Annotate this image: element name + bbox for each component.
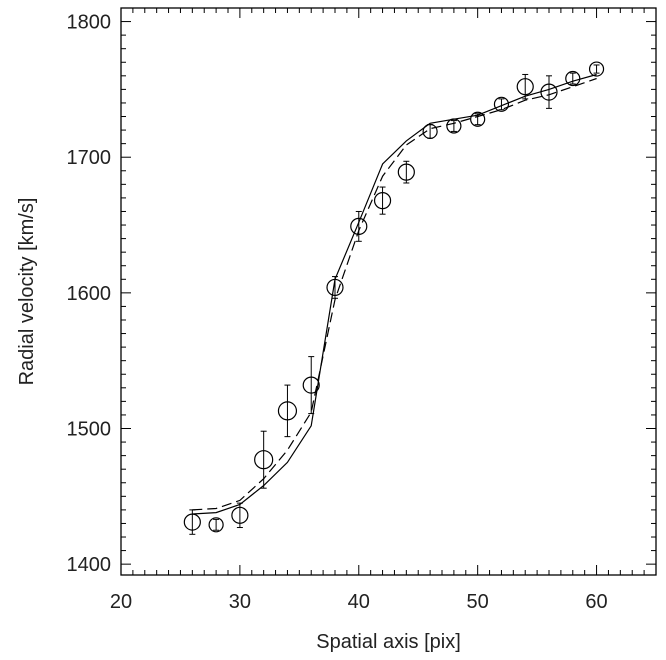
data-point	[397, 160, 415, 184]
data-point	[470, 111, 486, 127]
data-marker	[277, 401, 298, 421]
data-point	[302, 356, 320, 415]
y-tick-label: 1800	[67, 12, 112, 34]
major-ticks	[120, 8, 656, 575]
data-marker	[446, 118, 462, 134]
solid-model-line	[192, 73, 597, 515]
data-marker	[208, 517, 224, 533]
data-point	[208, 517, 224, 533]
data-marker	[373, 192, 392, 210]
data-marker	[397, 163, 415, 181]
y-tick-label: 1400	[67, 554, 112, 576]
data-point	[565, 70, 581, 87]
y-tick-labels: 1400 1500 1600 1700 1800	[67, 12, 112, 577]
data-marker	[350, 217, 368, 235]
data-marker	[540, 83, 558, 101]
data-point	[588, 61, 605, 77]
data-marker	[565, 70, 581, 87]
data-marker	[326, 278, 344, 297]
data-point	[493, 96, 510, 112]
series-lines	[192, 73, 597, 515]
data-point	[540, 75, 558, 109]
x-axis-label: Spatial axis [pix]	[316, 631, 461, 653]
plot-frame	[120, 7, 657, 576]
x-tick-label: 40	[348, 591, 370, 613]
data-point	[277, 384, 298, 438]
data-marker	[516, 78, 534, 96]
data-point	[231, 502, 249, 529]
plot-border	[120, 7, 657, 576]
data-point	[373, 186, 392, 215]
x-tick-label: 20	[110, 591, 132, 613]
data-marker	[302, 376, 320, 394]
y-tick-label: 1700	[67, 147, 112, 169]
data-point	[254, 430, 274, 489]
x-tick-label: 50	[467, 591, 489, 613]
data-point	[422, 123, 438, 140]
x-tick-label: 30	[229, 591, 251, 613]
data-marker	[254, 450, 274, 470]
data-point	[446, 118, 462, 134]
y-tick-label: 1500	[67, 419, 112, 441]
x-tick-label: 60	[585, 591, 607, 613]
data-point	[326, 276, 344, 299]
data-point	[183, 509, 201, 535]
y-tick-label: 1600	[67, 283, 112, 305]
data-marker	[588, 61, 605, 77]
x-tick-labels: 20 30 40 50 60	[110, 591, 608, 613]
data-point	[516, 73, 534, 100]
data-points	[183, 61, 605, 535]
data-marker	[183, 513, 201, 531]
data-point	[350, 210, 368, 242]
data-marker	[422, 123, 438, 140]
minor-ticks	[121, 7, 657, 575]
dashed-model-line	[192, 77, 597, 511]
y-axis-label: Radial velocity [km/s]	[16, 198, 38, 386]
data-marker	[470, 111, 486, 127]
data-marker	[231, 506, 249, 524]
data-marker	[493, 96, 510, 112]
